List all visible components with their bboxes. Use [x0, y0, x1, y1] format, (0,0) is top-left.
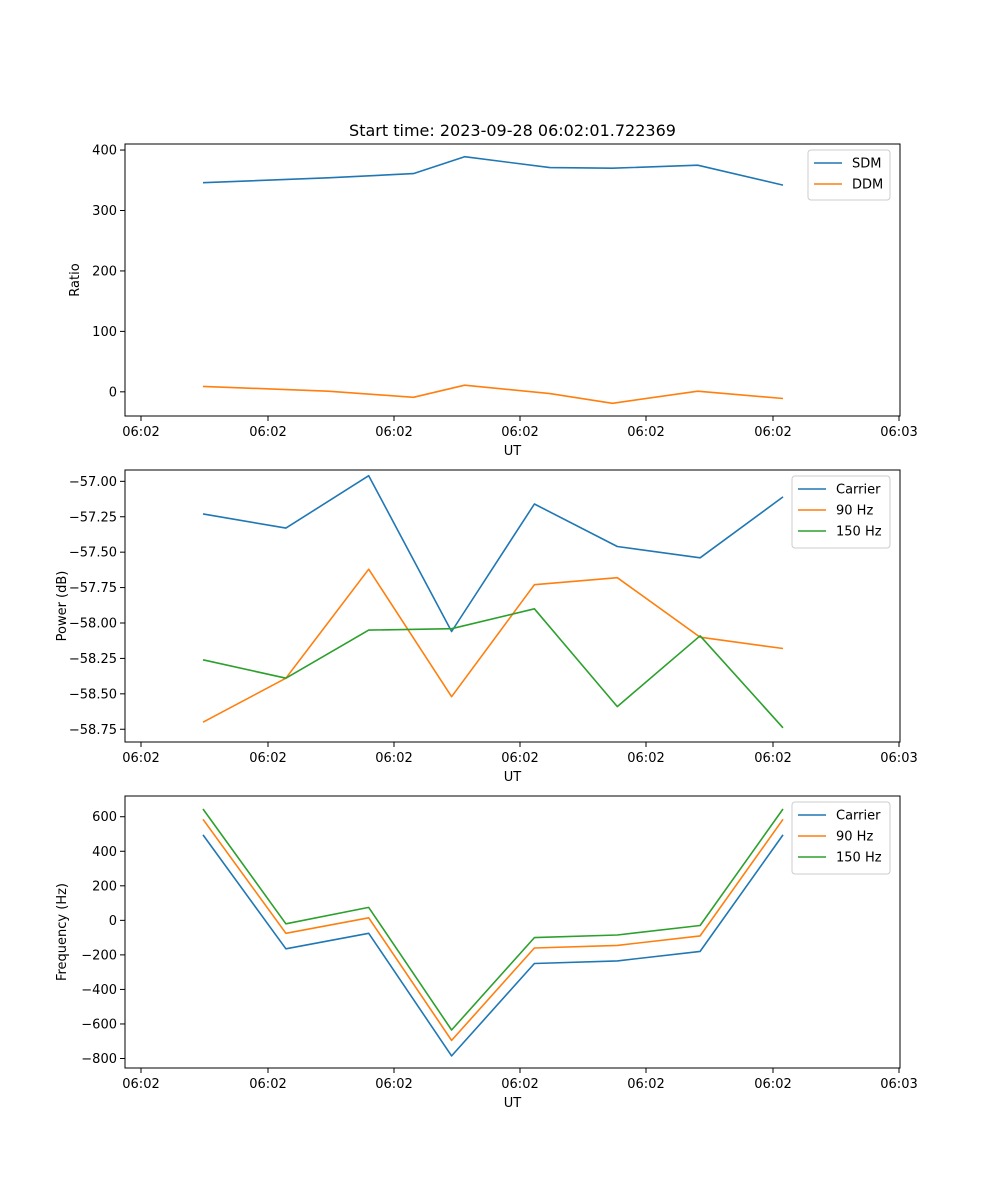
legend-entry: 90 Hz	[836, 830, 873, 845]
series-line-90-hz	[202, 568, 784, 723]
legend-entry: Carrier	[836, 483, 881, 498]
series-line-150-hz	[202, 607, 784, 729]
series-line-90-hz	[202, 818, 784, 1042]
x-tick-label: 06:02	[122, 425, 159, 440]
x-axis-label: UT	[504, 770, 522, 785]
y-tick-label: 400	[92, 845, 117, 860]
y-tick-label: −58.50	[69, 687, 117, 702]
y-tick-label: 200	[92, 264, 117, 279]
series-line-ddm	[202, 384, 784, 405]
y-axis-label: Frequency (Hz)	[55, 883, 70, 981]
plot-frame	[124, 143, 901, 417]
y-tick-label: 200	[92, 879, 117, 894]
y-tick-label: 300	[92, 204, 117, 219]
y-tick-label: 0	[109, 385, 117, 400]
y-tick-label: −57.25	[69, 510, 117, 525]
x-axis-label: UT	[504, 1096, 522, 1111]
x-tick-label: 06:02	[627, 425, 664, 440]
y-tick-label: −600	[81, 1017, 117, 1032]
x-tick-label: 06:02	[375, 425, 412, 440]
x-tick-label: 06:02	[501, 1077, 538, 1092]
series-line-150-hz	[202, 808, 784, 1031]
x-tick-label: 06:03	[880, 425, 917, 440]
x-tick-label: 06:03	[880, 1077, 917, 1092]
x-axis-label: UT	[504, 444, 522, 459]
legend-entry: 150 Hz	[836, 525, 882, 540]
y-tick-label: 400	[92, 144, 117, 159]
legend-entry: Carrier	[836, 809, 881, 824]
x-tick-label: 06:02	[501, 751, 538, 766]
chart-panel-2: −57.00 −57.25 −57.50 −57.75 −58.00 −58.25 −58.…	[55, 469, 918, 785]
legend: Carrier 90 Hz 150 Hz	[791, 801, 891, 875]
y-tick-label: −57.00	[69, 475, 117, 490]
y-tick-label: −58.00	[69, 617, 117, 632]
x-tick-label: 06:02	[754, 425, 791, 440]
plot-frame	[124, 469, 901, 743]
y-tick-label: 600	[92, 810, 117, 825]
legend-entry: 150 Hz	[836, 851, 882, 866]
x-tick-label: 06:02	[249, 1077, 286, 1092]
chart-panel-3: 600 400 200 0 −200 −400 −600 −800 06:02 06:02 06:0…	[55, 795, 918, 1111]
x-tick-label: 06:02	[122, 751, 159, 766]
x-tick-label: 06:02	[375, 1077, 412, 1092]
x-tick-label: 06:02	[754, 1077, 791, 1092]
legend-entry: 90 Hz	[836, 504, 873, 519]
y-tick-label: 100	[92, 325, 117, 340]
x-tick-label: 06:02	[501, 425, 538, 440]
legend-box	[791, 475, 891, 549]
y-tick-label: −57.75	[69, 581, 117, 596]
series-line-sdm	[202, 155, 784, 186]
y-tick-label: −58.75	[69, 723, 117, 738]
legend-entry: DDM	[852, 178, 883, 193]
y-tick-label: −200	[81, 948, 117, 963]
y-axis-label: Power (dB)	[55, 571, 70, 642]
y-tick-label: 0	[109, 914, 117, 929]
y-axis-label: Ratio	[68, 263, 83, 296]
chart-title: Start time: 2023-09-28 06:02:01.722369	[349, 121, 676, 140]
series-line-carrier	[202, 474, 784, 633]
x-tick-label: 06:02	[249, 425, 286, 440]
x-tick-label: 06:02	[754, 751, 791, 766]
legend: Carrier 90 Hz 150 Hz	[791, 475, 891, 549]
y-tick-label: −400	[81, 983, 117, 998]
chart-panel-1: Start time: 2023-09-28 06:02:01.722369 0 1…	[68, 121, 918, 459]
x-tick-label: 06:02	[249, 751, 286, 766]
x-tick-label: 06:02	[375, 751, 412, 766]
x-tick-label: 06:02	[627, 751, 664, 766]
x-tick-label: 06:03	[880, 751, 917, 766]
legend-entry: SDM	[852, 157, 881, 172]
plot-frame	[124, 795, 901, 1069]
x-tick-label: 06:02	[122, 1077, 159, 1092]
y-tick-label: −800	[81, 1052, 117, 1067]
y-tick-label: −57.50	[69, 546, 117, 561]
y-tick-label: −58.25	[69, 652, 117, 667]
legend-box	[791, 801, 891, 875]
legend: SDM DDM	[807, 149, 891, 201]
series-line-carrier	[202, 834, 784, 1057]
x-tick-label: 06:02	[627, 1077, 664, 1092]
